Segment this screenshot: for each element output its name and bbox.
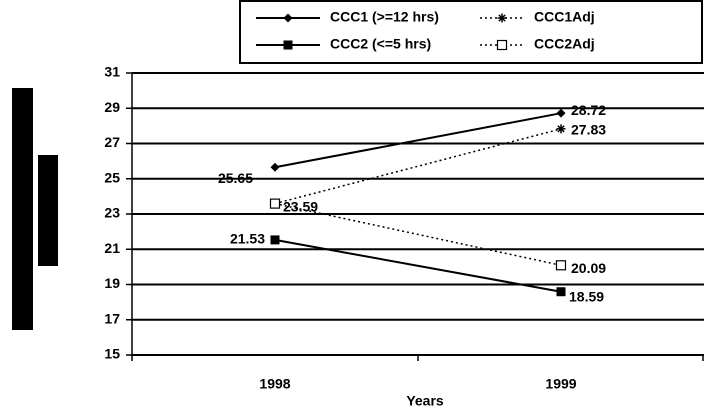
data-label: 27.83 (571, 122, 606, 138)
legend-box (239, 0, 703, 64)
series-line (274, 128, 562, 205)
x-axis-label: Years (406, 393, 444, 409)
y-tick-label: 21 (104, 240, 120, 256)
marker (497, 13, 507, 23)
data-label: 23.59 (283, 198, 318, 214)
data-label: 28.72 (571, 102, 606, 118)
marker (270, 235, 280, 245)
y-tick-label: 31 (104, 64, 120, 80)
legend-label: CCC2Adj (534, 36, 595, 52)
data-label: 21.53 (230, 231, 265, 247)
marker (270, 162, 280, 172)
y-tick-label: 25 (104, 169, 120, 185)
y-tick-label: 15 (104, 346, 120, 362)
marker (283, 40, 293, 50)
data-label: 25.65 (218, 170, 253, 186)
x-tick-label: 1999 (545, 376, 576, 392)
legend-label: CCC1 (>=12 hrs) (330, 9, 439, 25)
decor-bar (38, 155, 58, 266)
series-line (274, 112, 562, 169)
data-label: 20.09 (571, 260, 606, 276)
y-tick-label: 19 (104, 275, 120, 291)
y-tick-label: 23 (104, 205, 120, 221)
y-tick-label: 29 (104, 99, 120, 115)
marker (269, 198, 281, 209)
marker (283, 13, 293, 23)
x-tick-label: 1998 (259, 376, 290, 392)
legend-label: CCC2 (<=5 hrs) (330, 36, 431, 52)
y-tick-label: 27 (104, 134, 120, 150)
marker (496, 39, 508, 51)
marker (556, 108, 566, 118)
y-tick-label: 17 (104, 310, 120, 326)
marker (556, 124, 566, 134)
data-label: 18.59 (569, 288, 604, 304)
series-line (274, 202, 562, 267)
marker (556, 287, 566, 297)
series-line (274, 238, 562, 293)
marker (555, 260, 567, 271)
legend-label: CCC1Adj (534, 9, 595, 25)
decor-bar (12, 88, 33, 330)
